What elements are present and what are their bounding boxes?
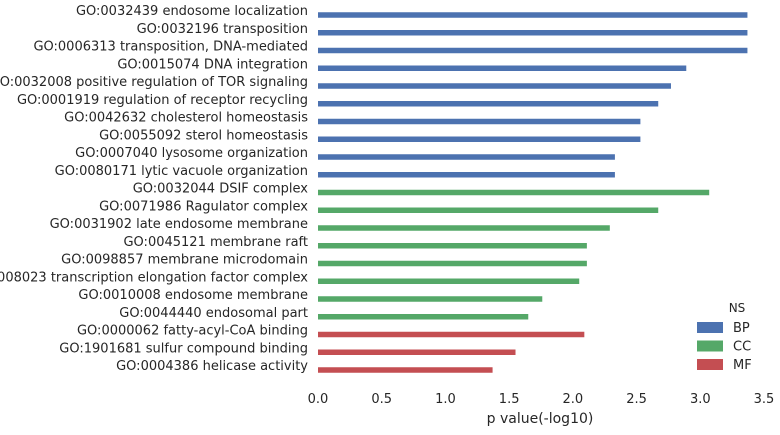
category-label-16: GO:0008023 transcription elongation fact… xyxy=(0,270,308,285)
bar-3 xyxy=(318,47,748,54)
x-tick-label-6: 2.5 xyxy=(626,392,647,407)
category-label-17: GO:0010008 endosome membrane xyxy=(78,288,308,303)
bar-12 xyxy=(318,207,659,213)
category-label-5: GO:0032008 positive regulation of TOR si… xyxy=(0,75,308,90)
category-label-15: GO:0098857 membrane microdomain xyxy=(61,253,308,268)
x-tick-label-1: 0.0 xyxy=(308,392,329,407)
bar-6 xyxy=(318,101,659,107)
bar-21 xyxy=(318,367,493,373)
category-label-11: GO:0032044 DSIF complex xyxy=(133,182,309,197)
x-tick-label-5: 2.0 xyxy=(563,392,584,407)
bar-11 xyxy=(318,189,710,196)
category-label-2: GO:0032196 transposition xyxy=(137,22,308,37)
bar-2 xyxy=(318,30,748,36)
bar-15 xyxy=(318,260,587,267)
bar-8 xyxy=(318,136,641,142)
x-tick-label-4: 1.5 xyxy=(499,392,520,407)
category-label-8: GO:0055092 sterol homeostasis xyxy=(99,128,308,143)
category-label-3: GO:0006313 transposition, DNA-mediated xyxy=(33,40,308,55)
legend-swatch-mf xyxy=(697,359,723,370)
category-label-20: GO:1901681 sulfur compound binding xyxy=(59,341,308,356)
bar-13 xyxy=(318,225,610,231)
category-label-14: GO:0045121 membrane raft xyxy=(123,235,308,250)
x-tick-label-8: 3.5 xyxy=(754,392,775,407)
bar-18 xyxy=(318,314,529,320)
x-axis-label: p value(-log10) xyxy=(487,411,594,427)
legend-label-cc: CC xyxy=(733,340,751,355)
bar-9 xyxy=(318,154,615,160)
legend-title: NS xyxy=(729,301,746,315)
category-label-1: GO:0032439 endosome localization xyxy=(76,4,308,19)
category-label-7: GO:0042632 cholesterol homeostasis xyxy=(64,111,308,126)
category-labels-layer: GO:0032439 endosome localization GO:00321… xyxy=(0,4,308,374)
bar-20 xyxy=(318,349,516,355)
legend-label-bp: BP xyxy=(733,321,750,336)
x-tick-label-7: 3.0 xyxy=(690,392,711,407)
category-label-13: GO:0031902 late endosome membrane xyxy=(50,217,308,232)
bar-5 xyxy=(318,83,671,89)
bar-1 xyxy=(318,12,748,18)
bar-7 xyxy=(318,118,641,125)
category-label-12: GO:0071986 Ragulator complex xyxy=(99,199,308,214)
category-label-18: GO:0044440 endosomal part xyxy=(119,306,308,321)
x-ticks-layer: 0.0 0.5 1.0 1.5 2.0 2.5 3.0 3.5 xyxy=(308,392,775,407)
x-tick-label-2: 0.5 xyxy=(371,392,392,407)
legend-swatch-bp xyxy=(697,322,723,333)
category-label-6: GO:0001919 regulation of receptor recycl… xyxy=(17,93,308,108)
category-label-10: GO:0080171 lytic vacuole organization xyxy=(55,164,308,179)
category-label-9: GO:0007040 lysosome organization xyxy=(75,146,308,161)
bar-17 xyxy=(318,296,543,302)
category-label-19: GO:0000062 fatty-acyl-CoA binding xyxy=(77,324,308,339)
bars-layer xyxy=(318,12,748,373)
x-tick-label-3: 1.0 xyxy=(435,392,456,407)
category-label-4: GO:0015074 DNA integration xyxy=(117,57,308,72)
bar-14 xyxy=(318,243,587,249)
legend-swatch-cc xyxy=(697,340,723,352)
bar-16 xyxy=(318,278,580,284)
bar-10 xyxy=(318,172,615,178)
category-label-21: GO:0004386 helicase activity xyxy=(116,359,308,374)
bar-19 xyxy=(318,331,585,338)
bar-4 xyxy=(318,65,687,71)
legend: NS BP CC MF xyxy=(697,301,752,373)
legend-label-mf: MF xyxy=(733,358,752,373)
